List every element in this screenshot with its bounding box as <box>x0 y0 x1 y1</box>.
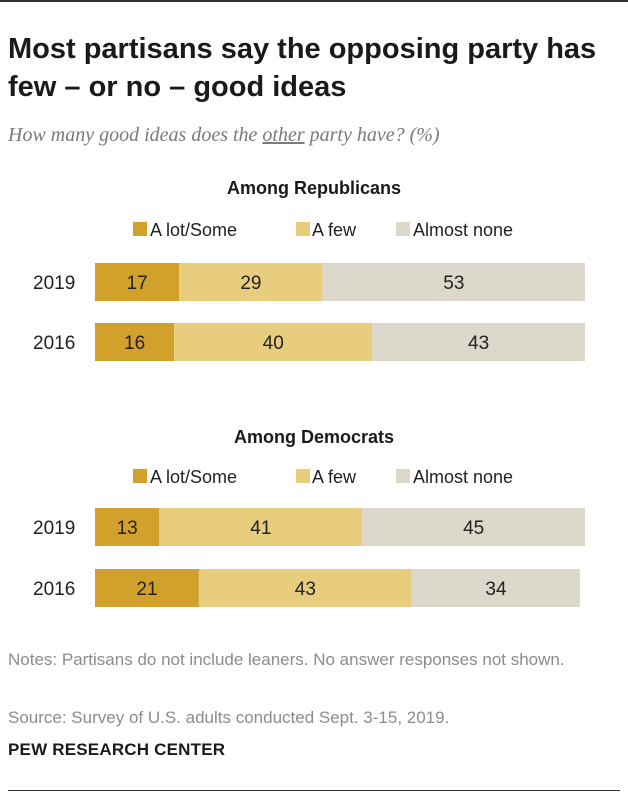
bar-a-lot-some-2016-among-democrats <box>95 569 199 607</box>
stacked-bar-chart: Among Republicans A lot/Some A few Almost n… <box>33 178 586 607</box>
subtitle-tail: party have? (%) <box>304 124 440 146</box>
subtitle-lead: How many good ideas does the <box>8 124 263 146</box>
legend-swatch-a-lot-some-among-republicans <box>133 222 147 236</box>
bottom-rule <box>8 790 620 791</box>
data-label-a-lot-some-2019-among-republicans: 17 <box>127 273 148 294</box>
bar-almost-none-2016-among-democrats <box>411 569 581 607</box>
legend-label-a-lot-some-among-democrats: A lot/Some <box>150 467 237 487</box>
row-label-2019-among-republicans: 2019 <box>33 273 75 294</box>
footer-source: Source: Survey of U.S. adults conducted … <box>8 708 450 727</box>
legend-label-almost-none-among-democrats: Almost none <box>413 467 513 487</box>
data-label-a-lot-some-2016-among-republicans: 16 <box>124 333 145 354</box>
legend-label-a-few-among-democrats: A few <box>312 467 357 487</box>
footer-notes: Notes: Partisans do not include leaners.… <box>8 650 565 669</box>
data-label-a-few-2019-among-republicans: 29 <box>240 273 261 294</box>
panel-title-among-democrats: Among Democrats <box>234 427 394 447</box>
legend-swatch-almost-none-among-republicans <box>396 222 410 236</box>
bar-a-few-2016-among-republicans <box>174 323 373 361</box>
top-rule <box>0 0 628 2</box>
bar-almost-none-2019-among-democrats <box>362 508 586 546</box>
row-label-2016-among-democrats: 2016 <box>33 579 75 600</box>
bar-a-few-2019-among-democrats <box>159 508 363 546</box>
row-label-2016-among-republicans: 2016 <box>33 333 75 354</box>
data-label-almost-none-2016-among-republicans: 43 <box>468 333 489 354</box>
legend-label-a-lot-some-among-republicans: A lot/Some <box>150 220 237 240</box>
chart-title: Most partisans say the opposing party ha… <box>8 33 597 103</box>
data-label-a-lot-some-2019-among-democrats: 13 <box>117 518 138 539</box>
subtitle-emphasis: other <box>262 124 305 146</box>
legend-swatch-a-few-among-democrats <box>296 469 310 483</box>
bar-a-lot-some-2019-among-republicans <box>95 263 180 301</box>
data-label-almost-none-2019-among-republicans: 53 <box>443 273 464 294</box>
bar-almost-none-2019-among-republicans <box>322 263 586 301</box>
data-label-almost-none-2016-among-democrats: 34 <box>485 579 507 600</box>
legend-swatch-almost-none-among-democrats <box>396 469 410 483</box>
chart-subtitle: How many good ideas does the other party… <box>8 124 440 147</box>
legend-swatch-a-lot-some-among-democrats <box>133 469 147 483</box>
panel-title-among-republicans: Among Republicans <box>227 178 401 198</box>
bar-a-lot-some-2019-among-democrats <box>95 508 160 546</box>
legend-label-almost-none-among-republicans: Almost none <box>413 220 513 240</box>
brand-label: PEW RESEARCH CENTER <box>8 740 226 759</box>
data-label-a-few-2016-among-democrats: 43 <box>295 579 316 600</box>
data-label-a-lot-some-2016-among-democrats: 21 <box>136 579 157 600</box>
bar-almost-none-2016-among-republicans <box>372 323 586 361</box>
row-label-2019-among-democrats: 2019 <box>33 518 75 539</box>
data-label-a-few-2019-among-democrats: 41 <box>250 518 271 539</box>
data-label-almost-none-2019-among-democrats: 45 <box>463 518 484 539</box>
bar-a-few-2019-among-republicans <box>179 263 323 301</box>
data-label-a-few-2016-among-republicans: 40 <box>263 333 284 354</box>
legend-label-a-few-among-republicans: A few <box>312 220 357 240</box>
bar-a-few-2016-among-democrats <box>198 569 412 607</box>
bar-a-lot-some-2016-among-republicans <box>95 323 175 361</box>
legend-swatch-a-few-among-republicans <box>296 222 310 236</box>
